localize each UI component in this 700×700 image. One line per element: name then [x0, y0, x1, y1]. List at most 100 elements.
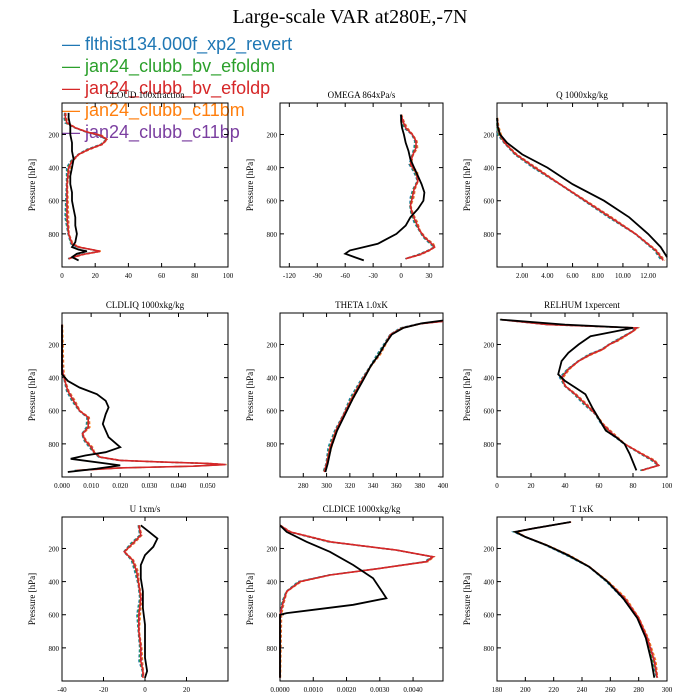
series-line-model — [64, 112, 109, 260]
legend-label: jan24_clubb_bv_efoldm — [85, 56, 276, 76]
x-tick-label: 320 — [345, 482, 356, 490]
x-tick-label: 0.040 — [171, 482, 187, 490]
x-tick-label: 0.030 — [141, 482, 157, 490]
y-tick-label: 200 — [484, 545, 495, 553]
series-line-model — [512, 521, 658, 678]
x-tick-label: 6.00 — [566, 272, 579, 280]
plot-title: Q 1000xkg/kg — [556, 90, 608, 100]
x-tick-label: 300 — [662, 686, 673, 694]
ensemble-line — [400, 114, 436, 260]
x-tick-label: 60 — [158, 272, 166, 280]
x-tick-label: -120 — [283, 272, 296, 280]
x-tick-label: 360 — [391, 482, 402, 490]
y-tick-label: 600 — [484, 198, 495, 206]
series-line-model — [123, 525, 144, 678]
legend-label: jan24_clubb_bv_efoldp — [85, 78, 271, 98]
y-tick-label: 800 — [484, 645, 495, 653]
x-tick-label: 260 — [605, 686, 616, 694]
y-tick-label: 600 — [484, 612, 495, 620]
x-tick-label: 12.00 — [640, 272, 656, 280]
plot-title: T 1xK — [570, 504, 594, 514]
plot-frame — [279, 312, 444, 478]
ensemble-line — [61, 324, 226, 472]
x-tick-label: 30 — [426, 272, 434, 280]
series-line-obs — [343, 114, 426, 262]
x-tick-label: 20 — [183, 686, 191, 694]
x-tick-label: 0.020 — [112, 482, 128, 490]
series-line-obs — [279, 524, 388, 678]
y-tick-label: 600 — [267, 612, 278, 620]
series-line-model — [61, 324, 226, 472]
x-tick-label: -60 — [341, 272, 351, 280]
y-tick-label: 600 — [267, 408, 278, 416]
legend-dash: — — [62, 56, 86, 76]
y-axis-label: Pressure [hPa] — [27, 159, 37, 211]
y-tick-label: 400 — [484, 375, 495, 383]
ensemble-line — [496, 117, 663, 261]
plot-frame — [61, 312, 229, 478]
plot-title: U 1xm/s — [130, 504, 161, 514]
ensemble-line — [400, 114, 436, 260]
ensemble-line — [515, 521, 659, 678]
x-tick-label: 60 — [596, 482, 604, 490]
ensemble-line — [496, 117, 662, 261]
x-tick-label: 10.00 — [615, 272, 631, 280]
ensemble-line — [500, 318, 660, 472]
y-tick-label: 400 — [484, 165, 495, 173]
plot-title: THETA 1.0xK — [335, 300, 388, 310]
legend-dash: — — [62, 34, 86, 54]
series-line-model — [400, 114, 436, 260]
y-axis-label: Pressure [hPa] — [245, 159, 255, 211]
series-line-model — [500, 318, 661, 472]
x-tick-label: 40 — [125, 272, 133, 280]
legend-item-2: — jan24_clubb_bv_efoldp — [62, 77, 292, 99]
y-axis-label: Pressure [hPa] — [27, 369, 37, 421]
series-line-obs — [512, 521, 656, 678]
x-tick-label: 20 — [528, 482, 536, 490]
plot-title: OMEGA 864xPa/s — [328, 90, 396, 100]
y-tick-label: 400 — [267, 165, 278, 173]
x-tick-label: 0 — [399, 272, 403, 280]
y-tick-label: 800 — [484, 231, 495, 239]
y-tick-label: 800 — [267, 441, 278, 449]
ensemble-line — [512, 521, 658, 678]
series-line-obs — [500, 318, 638, 471]
plot-frame — [279, 516, 444, 682]
y-tick-label: 600 — [267, 198, 278, 206]
y-tick-label: 200 — [49, 545, 60, 553]
y-tick-label: 800 — [49, 231, 60, 239]
plot-title: CLDICE 1000xkg/kg — [323, 504, 401, 514]
y-axis-label: Pressure [hPa] — [462, 369, 472, 421]
ensemble-line — [500, 318, 660, 472]
ensemble-line — [500, 318, 661, 472]
series-line-model — [279, 524, 435, 678]
x-tick-label: 220 — [548, 686, 559, 694]
x-tick-label: 2.00 — [516, 272, 529, 280]
x-tick-label: -40 — [57, 686, 67, 694]
y-tick-label: 200 — [484, 131, 495, 139]
x-tick-label: 180 — [492, 686, 503, 694]
y-tick-label: 200 — [267, 545, 278, 553]
x-tick-label: 400 — [438, 482, 449, 490]
ensemble-line — [514, 521, 658, 678]
y-tick-label: 800 — [267, 231, 278, 239]
y-tick-label: 800 — [484, 441, 495, 449]
x-tick-label: 0 — [143, 686, 147, 694]
ensemble-line — [61, 324, 227, 472]
x-tick-label: 0.0020 — [337, 686, 357, 694]
x-tick-label: 0.0010 — [304, 686, 324, 694]
y-tick-label: 400 — [49, 579, 60, 587]
y-tick-label: 600 — [484, 408, 495, 416]
x-tick-label: -90 — [313, 272, 323, 280]
x-tick-label: 100 — [223, 272, 234, 280]
y-axis-label: Pressure [hPa] — [245, 573, 255, 625]
x-tick-label: 100 — [662, 482, 673, 490]
ensemble-line — [279, 524, 436, 678]
x-tick-label: 8.00 — [592, 272, 605, 280]
series-line-obs — [324, 319, 444, 473]
y-tick-label: 400 — [49, 375, 60, 383]
legend-label: flthist134.000f_xp2_revert — [85, 34, 293, 54]
x-tick-label: 300 — [321, 482, 332, 490]
x-tick-label: 0 — [495, 482, 499, 490]
